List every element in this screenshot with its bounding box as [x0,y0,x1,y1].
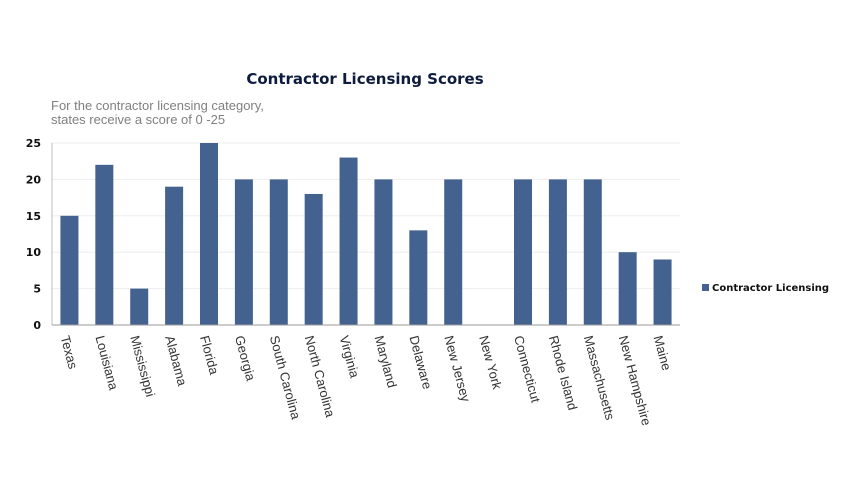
axes [51,143,680,326]
bar-new-jersey [444,179,463,325]
bar-louisiana [95,164,114,325]
x-tick-label: Louisiana [92,334,121,392]
x-tick-label: Massachusetts [581,334,618,422]
x-tick-label: New York [476,334,505,391]
chart-subtitle-line-2: states receive a score of 0 -25 [51,112,225,127]
bar-florida [200,143,218,325]
chart-title: Contractor Licensing Scores [246,70,483,88]
x-tick-label: Maine [651,334,675,372]
bar-south-carolina [269,179,288,325]
legend: Contractor Licensing [702,283,829,294]
y-tick-label: 20 [26,173,42,186]
x-tick-label: Texas [58,334,81,371]
legend-swatch [702,284,709,291]
x-tick-label: Florida [197,334,222,377]
x-tick-label: Delaware [406,334,435,391]
bar-maine [653,259,672,325]
y-tick-label: 5 [33,283,41,296]
x-tick-label: New Jersey [441,334,473,404]
bar-massachusetts [583,179,602,325]
x-tick-label: South Carolina [267,334,304,422]
y-tick-label: 25 [26,137,41,150]
x-tick-label: New Hampshire [616,334,654,427]
bar-north-carolina [304,193,323,325]
x-tick-label: Rhode Island [546,334,580,412]
chart-subtitle-line-1: For the contractor licensing category, [51,98,264,113]
bar-new-hampshire [618,252,637,325]
x-tick-label: Virginia [337,334,363,380]
x-tick-labels: Texas Louisiana Mississippi Alabama Florida G… [58,334,675,427]
bar-virginia [339,157,358,325]
y-tick-label: 0 [33,319,41,332]
y-tick-label: 15 [26,210,41,223]
y-tick-label: 10 [26,246,42,259]
x-tick-label: Connecticut [511,334,543,405]
grid-lines [52,142,680,290]
x-tick-label: Mississippi [127,334,158,399]
bar-mississippi [130,288,149,325]
bar-delaware [409,230,428,325]
bar-alabama [165,186,184,325]
x-tick-label: Maryland [372,334,400,390]
bar-texas [60,215,79,325]
bar-georgia [234,179,253,325]
bars [60,143,672,325]
bar-connecticut [514,179,532,325]
y-tick-labels: 0 5 10 15 20 25 [26,137,42,332]
bar-rhode-island [548,179,567,325]
x-tick-label: North Carolina [302,334,338,420]
x-tick-label: Georgia [232,334,259,383]
legend-label: Contractor Licensing [712,283,829,294]
x-tick-label: Alabama [162,334,190,388]
bar-maryland [374,179,393,325]
